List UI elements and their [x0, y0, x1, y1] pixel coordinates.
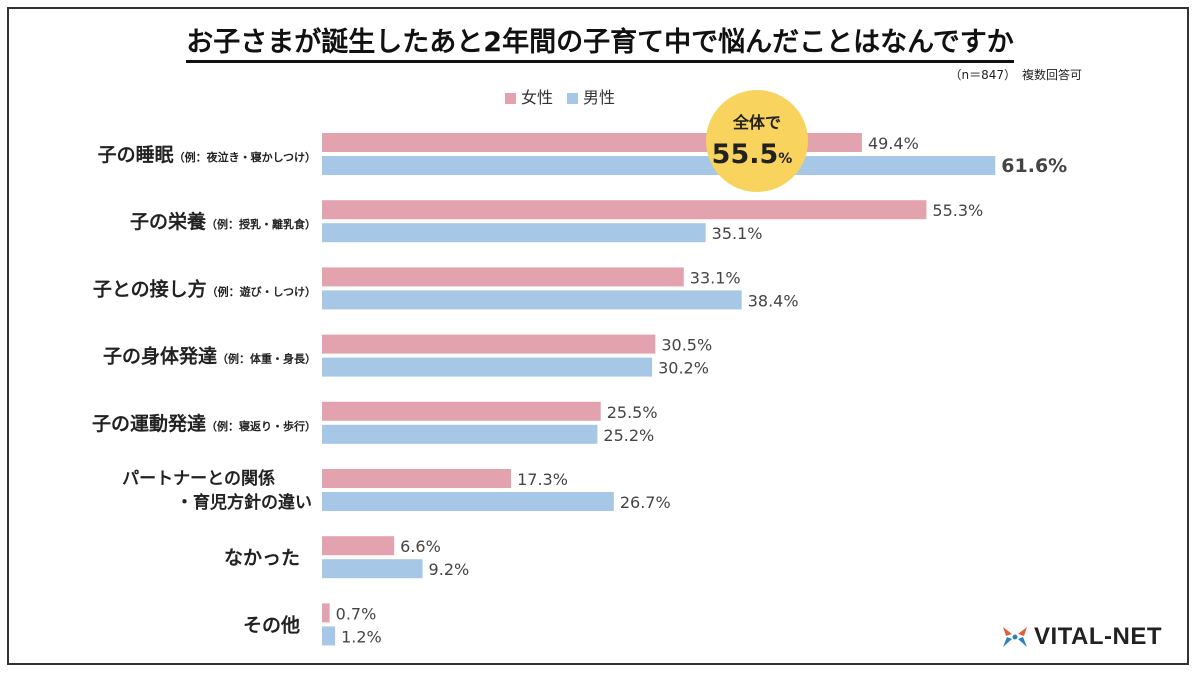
data-label: 61.6%	[1001, 155, 1067, 177]
data-label: 9.2%	[429, 560, 470, 579]
bar-male	[322, 424, 598, 444]
bar-male	[322, 223, 706, 243]
bar-male	[322, 492, 614, 511]
data-label: 30.5%	[661, 336, 712, 355]
sample-note: （n＝847） 複数回答可	[949, 68, 1082, 82]
data-label: 25.5%	[607, 403, 658, 422]
category-example: （例：遊び・しつけ）	[207, 284, 316, 298]
chart-frame	[7, 7, 1189, 665]
bar-male	[322, 156, 996, 175]
data-label: 25.2%	[603, 426, 654, 445]
category-main: 子の栄養	[130, 210, 207, 233]
category-main: 子の睡眠	[98, 144, 174, 166]
category-label: 子との接し方（例：遊び・しつけ）	[93, 277, 316, 300]
category-label: 子の睡眠（例：夜泣き・寝かしつけ）	[98, 144, 316, 166]
legend-swatch-female	[505, 93, 516, 104]
data-label: 6.6%	[400, 537, 441, 556]
category-main: その他	[243, 613, 300, 636]
chart-title-text: お子さまが誕生したあと2年間の子育て中で悩んだことはなんですか	[186, 27, 1014, 63]
vital-net-logo: VITAL-NET	[1000, 622, 1162, 652]
legend-label-female: 女性	[521, 88, 554, 107]
data-label: 35.1%	[712, 224, 763, 243]
callout-value: 55.5%	[712, 139, 793, 170]
legend-item-female: 女性	[505, 84, 553, 108]
category-example: （例：夜泣き・寝かしつけ）	[174, 150, 316, 164]
bar-female	[322, 469, 512, 488]
category-main: 子との接し方	[93, 277, 207, 300]
category-example: （例：授乳・離乳食）	[206, 217, 316, 231]
bar-male	[322, 559, 423, 579]
callout-label: 全体で	[732, 113, 781, 132]
category-label: 子の身体発達（例：体重・身長）	[103, 345, 316, 368]
data-label: 26.7%	[620, 493, 671, 512]
callout-circle	[706, 90, 808, 192]
category-example: （例：体重・身長）	[217, 352, 316, 366]
category-example: （例：寝返り・歩行）	[206, 419, 316, 433]
bar-female	[322, 334, 656, 354]
bar-male	[322, 357, 653, 377]
legend-swatch-male	[567, 93, 579, 104]
category-label-line2: ・育児方針の違い	[176, 492, 312, 513]
bar-female	[322, 603, 330, 623]
category-main: 子の身体発達	[103, 345, 217, 368]
data-label: 0.7%	[336, 604, 377, 623]
data-label: 33.1%	[690, 268, 741, 287]
data-label: 55.3%	[932, 201, 983, 220]
bar-male	[322, 290, 742, 310]
chart-title: お子さまが誕生したあと2年間の子育て中で悩んだことはなんですか	[0, 20, 1200, 63]
data-label: 49.4%	[868, 134, 919, 153]
data-label: 30.2%	[658, 359, 709, 378]
bar-female	[322, 401, 601, 421]
logo-text: VITAL-NET	[1034, 623, 1163, 650]
bar-female	[322, 200, 927, 220]
category-label: パートナーとの関係	[122, 468, 275, 489]
legend: 女性 男性	[505, 84, 615, 108]
data-label: 38.4%	[748, 291, 799, 310]
category-label: 子の運動発達（例：寝返り・歩行）	[92, 412, 316, 435]
category-label: 子の栄養（例：授乳・離乳食）	[130, 210, 316, 233]
legend-label-male: 男性	[583, 88, 616, 107]
bar-female	[322, 536, 395, 556]
data-label: 1.2%	[341, 627, 382, 646]
bar-female	[322, 267, 684, 287]
legend-item-male: 男性	[567, 84, 615, 108]
logo-mark-icon	[1003, 627, 1027, 647]
data-label: 17.3%	[517, 470, 568, 489]
category-main: なかった	[224, 547, 300, 569]
category-main: 子の運動発達	[92, 412, 206, 435]
category-label: その他	[243, 613, 300, 636]
bar-male	[322, 626, 336, 646]
category-label: なかった	[224, 547, 300, 569]
